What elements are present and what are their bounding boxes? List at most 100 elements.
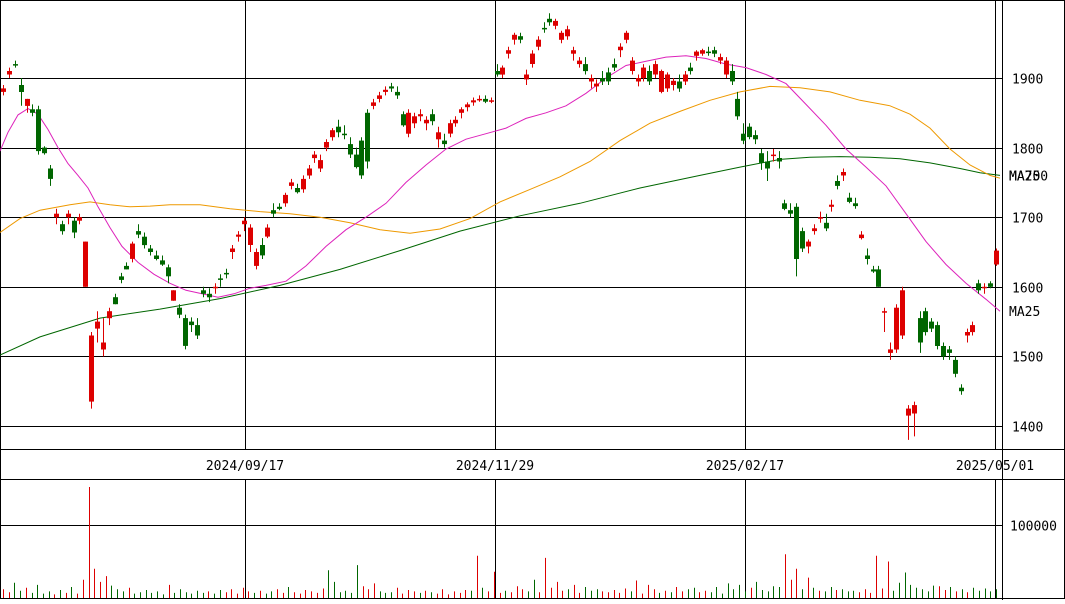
candle: [289, 178, 294, 190]
candle-body: [683, 74, 688, 82]
date-tick-label: 2024/09/17: [206, 459, 284, 474]
candle-body: [806, 241, 811, 247]
candle: [542, 22, 547, 33]
candle-body: [524, 74, 529, 80]
candle-body: [659, 71, 664, 92]
candle-body: [154, 255, 159, 259]
candle-body: [330, 130, 335, 138]
ma200-label: MA200: [1009, 169, 1048, 184]
candle: [459, 107, 464, 119]
candle-body: [189, 321, 194, 326]
candle: [636, 74, 641, 87]
candle-body: [277, 206, 282, 209]
candle-body: [935, 325, 940, 346]
candle: [107, 307, 112, 326]
candle: [25, 98, 30, 113]
candle-body: [618, 46, 623, 51]
moving-averages: [0, 55, 1001, 356]
candle: [547, 13, 552, 26]
candle-body: [730, 71, 735, 82]
candle-body: [66, 213, 71, 218]
candle: [753, 130, 758, 145]
candle-body: [741, 133, 746, 141]
candle-body: [418, 114, 423, 117]
candle: [324, 139, 329, 152]
candle: [465, 102, 470, 112]
candle: [236, 231, 241, 242]
candle: [265, 224, 270, 239]
candle: [442, 133, 447, 148]
candle: [577, 57, 582, 68]
candle: [782, 199, 787, 211]
candle: [559, 30, 564, 44]
candle: [653, 60, 658, 78]
candle-body: [13, 64, 18, 66]
candle: [853, 197, 858, 209]
candle-body: [835, 181, 840, 186]
candle: [495, 64, 500, 77]
volume-tick-label: 100000: [1010, 520, 1057, 535]
candle: [7, 67, 12, 78]
price-tick-label: 1400: [1012, 421, 1043, 436]
candle: [565, 25, 570, 40]
candle-body: [594, 83, 599, 87]
candle-body: [77, 217, 82, 221]
candle: [477, 95, 482, 102]
candle-body: [542, 27, 547, 30]
candle: [130, 241, 135, 263]
candle: [965, 328, 970, 343]
candle: [871, 265, 876, 273]
candle-body: [142, 236, 147, 246]
candle-body: [718, 57, 723, 61]
candle-body: [965, 332, 970, 336]
candle: [865, 248, 870, 265]
candle-body: [782, 203, 787, 209]
candle: [771, 149, 776, 162]
candle-body: [794, 206, 799, 259]
candle: [847, 192, 852, 204]
candles: [1, 13, 999, 440]
candle: [224, 268, 229, 279]
candle-body: [700, 50, 705, 54]
candle: [647, 65, 652, 85]
candle-body: [882, 311, 887, 313]
candle-body: [160, 260, 165, 265]
ma200-line: [0, 156, 1001, 356]
candle: [42, 146, 47, 155]
candle: [735, 91, 740, 120]
candle-body: [248, 227, 253, 245]
candle: [706, 46, 711, 56]
candle-body: [195, 325, 200, 336]
candle: [688, 62, 693, 75]
candle-body: [283, 194, 288, 204]
ma75-label: MA75: [1009, 169, 1040, 184]
candle-body: [48, 168, 53, 179]
candle: [712, 46, 717, 58]
candle-body: [459, 109, 464, 113]
candle-body: [430, 114, 435, 122]
candle: [982, 283, 987, 294]
candle-body: [918, 318, 923, 343]
candle-body: [606, 72, 611, 82]
candle-body: [712, 50, 717, 54]
candle: [377, 91, 382, 103]
candle-body: [183, 318, 188, 346]
candle: [953, 356, 958, 378]
candle-body: [324, 142, 329, 148]
candle-body: [483, 98, 488, 102]
candle: [618, 43, 623, 58]
candle: [201, 286, 206, 298]
candle-body: [336, 126, 341, 133]
candle: [641, 64, 646, 82]
candle-body: [771, 154, 776, 157]
candle: [124, 262, 129, 270]
candle: [694, 50, 699, 61]
candle-body: [213, 286, 218, 289]
candle: [412, 112, 417, 129]
candle-body: [577, 60, 582, 65]
candle: [183, 314, 188, 350]
candle-body: [7, 71, 12, 75]
candle: [72, 217, 77, 239]
candle-body: [641, 67, 646, 78]
